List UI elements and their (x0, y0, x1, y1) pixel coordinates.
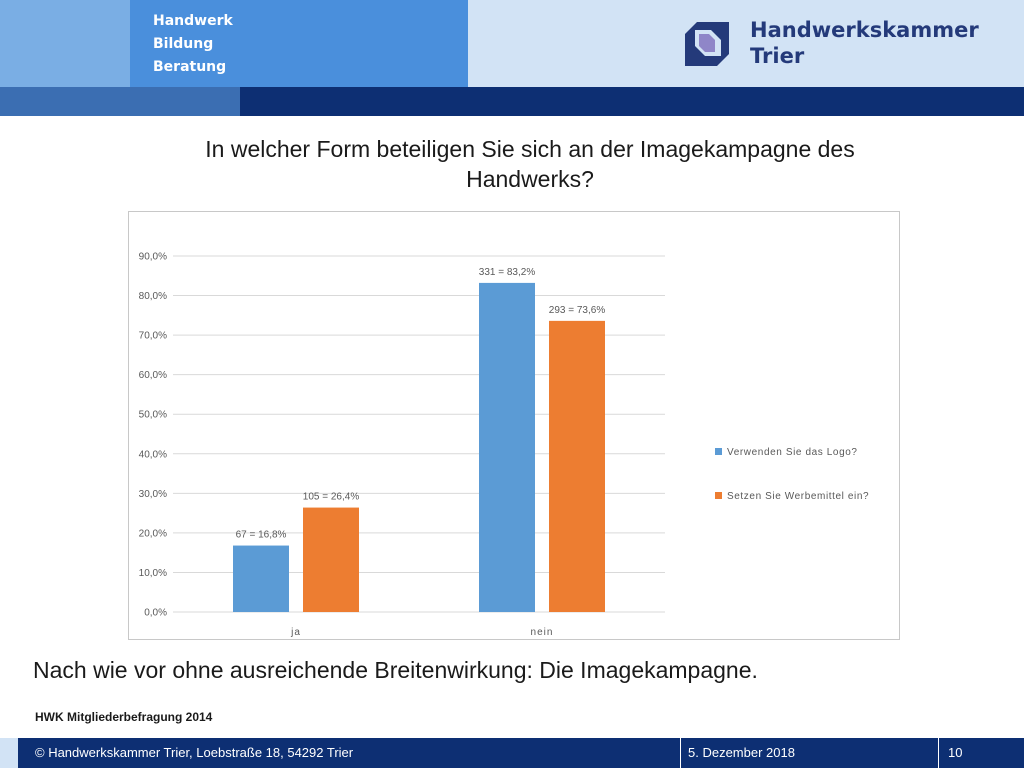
y-tick-label: 50,0% (139, 410, 167, 421)
bar-chart: 0,0% 10,0% 20,0% 30,0% 40,0% 50,0% 60,0% 70,0% 8… (139, 252, 869, 639)
header-band-dark (240, 87, 1024, 116)
legend-swatch (715, 448, 722, 455)
y-tick-label: 20,0% (139, 528, 167, 539)
bar (479, 282, 535, 612)
y-tick-label: 80,0% (139, 291, 167, 302)
footer-date: 5. Dezember 2018 (688, 745, 795, 760)
data-label: 105 = 26,4% (303, 492, 360, 503)
legend-entry: Verwenden Sie das Logo? (727, 447, 858, 458)
slide-subtitle: Nach wie vor ohne ausreichende Breitenwi… (33, 657, 758, 683)
y-tick-label: 40,0% (139, 449, 167, 460)
chart-frame: 0,0% 10,0% 20,0% 30,0% 40,0% 50,0% 60,0% 70,0% 8… (128, 211, 900, 640)
org-name-line: Trier (750, 44, 805, 68)
tagline-line: Handwerk (153, 13, 233, 29)
data-label: 67 = 16,8% (236, 530, 287, 541)
org-name: Handwerkskammer Trier (750, 17, 979, 69)
x-tick-label: nein (531, 627, 554, 638)
y-tick-label: 90,0% (139, 252, 167, 263)
header-tagline-panel (130, 0, 468, 87)
tagline-line: Beratung (153, 59, 227, 75)
header-accent-left (0, 0, 130, 87)
bar (303, 507, 359, 612)
data-label: 293 = 73,6% (549, 305, 606, 316)
footer-edge (0, 738, 18, 768)
page-number: 10 (948, 745, 963, 760)
x-tick-label: ja (290, 627, 301, 638)
header-band-light (0, 87, 240, 116)
legend-entry: Setzen Sie Werbemittel ein? (727, 491, 869, 502)
data-label: 331 = 83,2% (479, 267, 536, 278)
org-name-line: Handwerkskammer (750, 18, 979, 42)
y-tick-label: 70,0% (139, 331, 167, 342)
footer-divider (680, 738, 681, 768)
y-tick-label: 10,0% (139, 568, 167, 579)
y-tick-label: 60,0% (139, 370, 167, 381)
y-tick-label: 30,0% (139, 489, 167, 500)
footer-bar (18, 738, 1024, 768)
header-logo-panel (468, 0, 1024, 87)
legend-swatch (715, 492, 722, 499)
page-title: In welcher Form beteiligen Sie sich an d… (205, 136, 855, 192)
bar (233, 545, 289, 612)
footer-copyright: © Handwerkskammer Trier, Loebstraße 18, … (35, 745, 354, 760)
bar (549, 320, 605, 612)
tagline-line: Bildung (153, 36, 214, 52)
hwk-logo-icon (685, 22, 729, 66)
header-tagline: Handwerk Bildung Beratung (153, 10, 233, 79)
footer-divider (938, 738, 939, 768)
y-tick-label: 0,0% (144, 608, 167, 619)
source-note: HWK Mitgliederbefragung 2014 (35, 710, 213, 724)
